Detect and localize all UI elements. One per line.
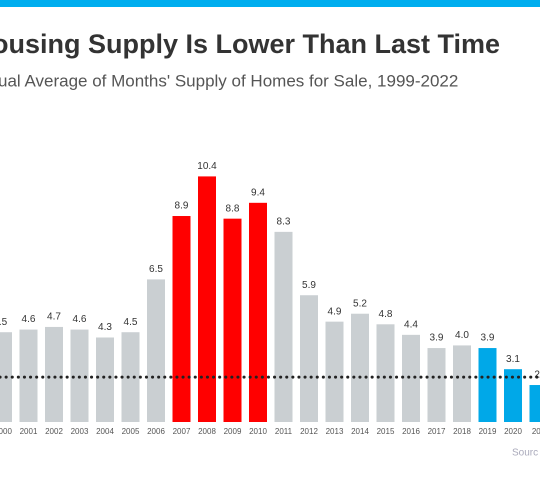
bar [121, 332, 140, 422]
x-tick-label: 2017 [428, 427, 446, 436]
value-label: 4.6 [73, 314, 87, 325]
value-label: 5.9 [302, 280, 316, 291]
bar [45, 326, 63, 422]
x-tick-label: 2000 [0, 427, 12, 436]
value-label: 3.1 [506, 354, 520, 365]
value-label: 4.4 [404, 319, 418, 330]
x-tick-label: 2011 [275, 427, 293, 436]
value-label: 2. [534, 370, 540, 381]
bar [172, 216, 191, 422]
bar [300, 295, 318, 422]
x-tick-label: 2007 [173, 427, 191, 436]
value-label: 4.0 [455, 330, 469, 341]
x-tick-label: 2018 [453, 427, 471, 436]
x-tick-label: 2003 [71, 427, 89, 436]
x-tick-label: 2008 [198, 427, 216, 436]
value-label: 3.9 [481, 333, 495, 344]
chart-title: ousing Supply Is Lower Than Last Time [0, 29, 500, 59]
x-tick-label: 2002 [45, 427, 63, 436]
value-label: 5.2 [353, 298, 367, 309]
x-tick-label: 2016 [402, 427, 420, 436]
bar [478, 348, 497, 422]
value-label: .5 [0, 317, 8, 328]
value-label: 3.9 [430, 333, 444, 344]
value-label: 4.7 [47, 312, 61, 323]
bar [147, 279, 165, 422]
value-label: 4.3 [98, 322, 112, 333]
x-tick-label: 2019 [479, 427, 497, 436]
chart-subtitle: ual Average of Months' Supply of Homes f… [0, 71, 458, 90]
x-tick-label: 2014 [351, 427, 369, 436]
x-tick-label: 2006 [147, 427, 165, 436]
bar [249, 202, 267, 422]
bar [274, 231, 293, 422]
bar [19, 329, 38, 422]
x-tick-label: 2005 [122, 427, 140, 436]
bar [223, 218, 242, 422]
bar [198, 176, 216, 422]
top-strip [0, 0, 540, 7]
x-tick-label: 2012 [300, 427, 318, 436]
bar [453, 345, 471, 422]
value-label: 10.4 [197, 161, 217, 172]
value-label: 6.5 [149, 264, 163, 275]
bar [529, 385, 540, 422]
value-label: 9.4 [251, 187, 265, 198]
x-tick-label: 2013 [326, 427, 344, 436]
x-tick-label: 2015 [377, 427, 395, 436]
x-tick-label: 202 [532, 427, 540, 436]
value-label: 4.9 [328, 306, 342, 317]
bar [325, 321, 344, 422]
value-label: 4.6 [22, 314, 36, 325]
value-label: 4.8 [379, 309, 393, 320]
x-tick-label: 2001 [20, 427, 38, 436]
x-tick-label: 2004 [96, 427, 114, 436]
bar [402, 334, 420, 422]
value-label: 8.8 [226, 203, 240, 214]
bar [96, 337, 114, 422]
x-tick-label: 2020 [504, 427, 522, 436]
bar [376, 324, 395, 422]
bar [504, 369, 522, 422]
x-tick-label: 2010 [249, 427, 267, 436]
source: Sourc [512, 448, 538, 459]
x-tick-label: 2009 [224, 427, 242, 436]
value-label: 8.3 [277, 217, 291, 228]
bar [427, 348, 446, 422]
bar [351, 313, 369, 422]
value-label: 8.9 [175, 201, 189, 212]
value-label: 4.5 [124, 317, 138, 328]
